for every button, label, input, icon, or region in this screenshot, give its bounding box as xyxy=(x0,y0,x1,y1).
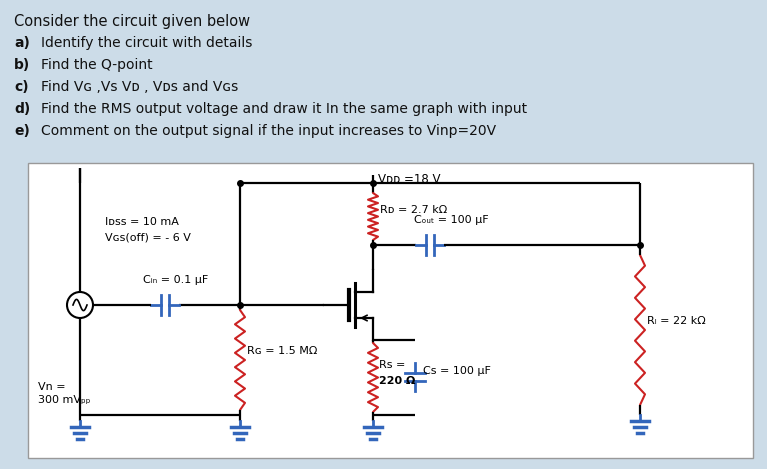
Text: Find the Q-point: Find the Q-point xyxy=(41,58,153,72)
Text: Find Vɢ ,Vs Vᴅ , Vᴅs and Vɢs: Find Vɢ ,Vs Vᴅ , Vᴅs and Vɢs xyxy=(41,80,239,94)
Text: e): e) xyxy=(14,124,30,138)
Bar xyxy=(28,163,753,458)
Text: Consider the circuit given below: Consider the circuit given below xyxy=(14,14,250,29)
Text: Rs =: Rs = xyxy=(379,360,406,370)
Text: Comment on the output signal if the input increases to Vinp=20V: Comment on the output signal if the inpu… xyxy=(41,124,496,138)
Text: Vɢs(off) = - 6 V: Vɢs(off) = - 6 V xyxy=(105,232,191,242)
Text: Vᴅᴅ =18 V: Vᴅᴅ =18 V xyxy=(378,173,440,186)
Text: Iᴅss = 10 mA: Iᴅss = 10 mA xyxy=(105,217,179,227)
Text: a): a) xyxy=(14,36,30,50)
Text: d): d) xyxy=(14,102,30,116)
Text: Rₗ = 22 kΩ: Rₗ = 22 kΩ xyxy=(647,316,706,326)
Text: Cᵢₙ = 0.1 μF: Cᵢₙ = 0.1 μF xyxy=(143,275,209,285)
Text: Cₒᵤₜ = 100 μF: Cₒᵤₜ = 100 μF xyxy=(414,215,489,225)
Text: 220 Ω: 220 Ω xyxy=(379,376,416,386)
Text: Vn =: Vn = xyxy=(38,382,66,392)
Text: b): b) xyxy=(14,58,30,72)
Text: 300 mVₚₚ: 300 mVₚₚ xyxy=(38,395,91,405)
Text: Rᴅ = 2.7 kΩ: Rᴅ = 2.7 kΩ xyxy=(380,205,447,215)
Text: Rɢ = 1.5 MΩ: Rɢ = 1.5 MΩ xyxy=(247,346,318,356)
Text: Find the RMS output voltage and draw it In the same graph with input: Find the RMS output voltage and draw it … xyxy=(41,102,527,116)
Text: Identify the circuit with details: Identify the circuit with details xyxy=(41,36,252,50)
Text: Cs = 100 μF: Cs = 100 μF xyxy=(423,365,491,376)
Text: c): c) xyxy=(14,80,28,94)
